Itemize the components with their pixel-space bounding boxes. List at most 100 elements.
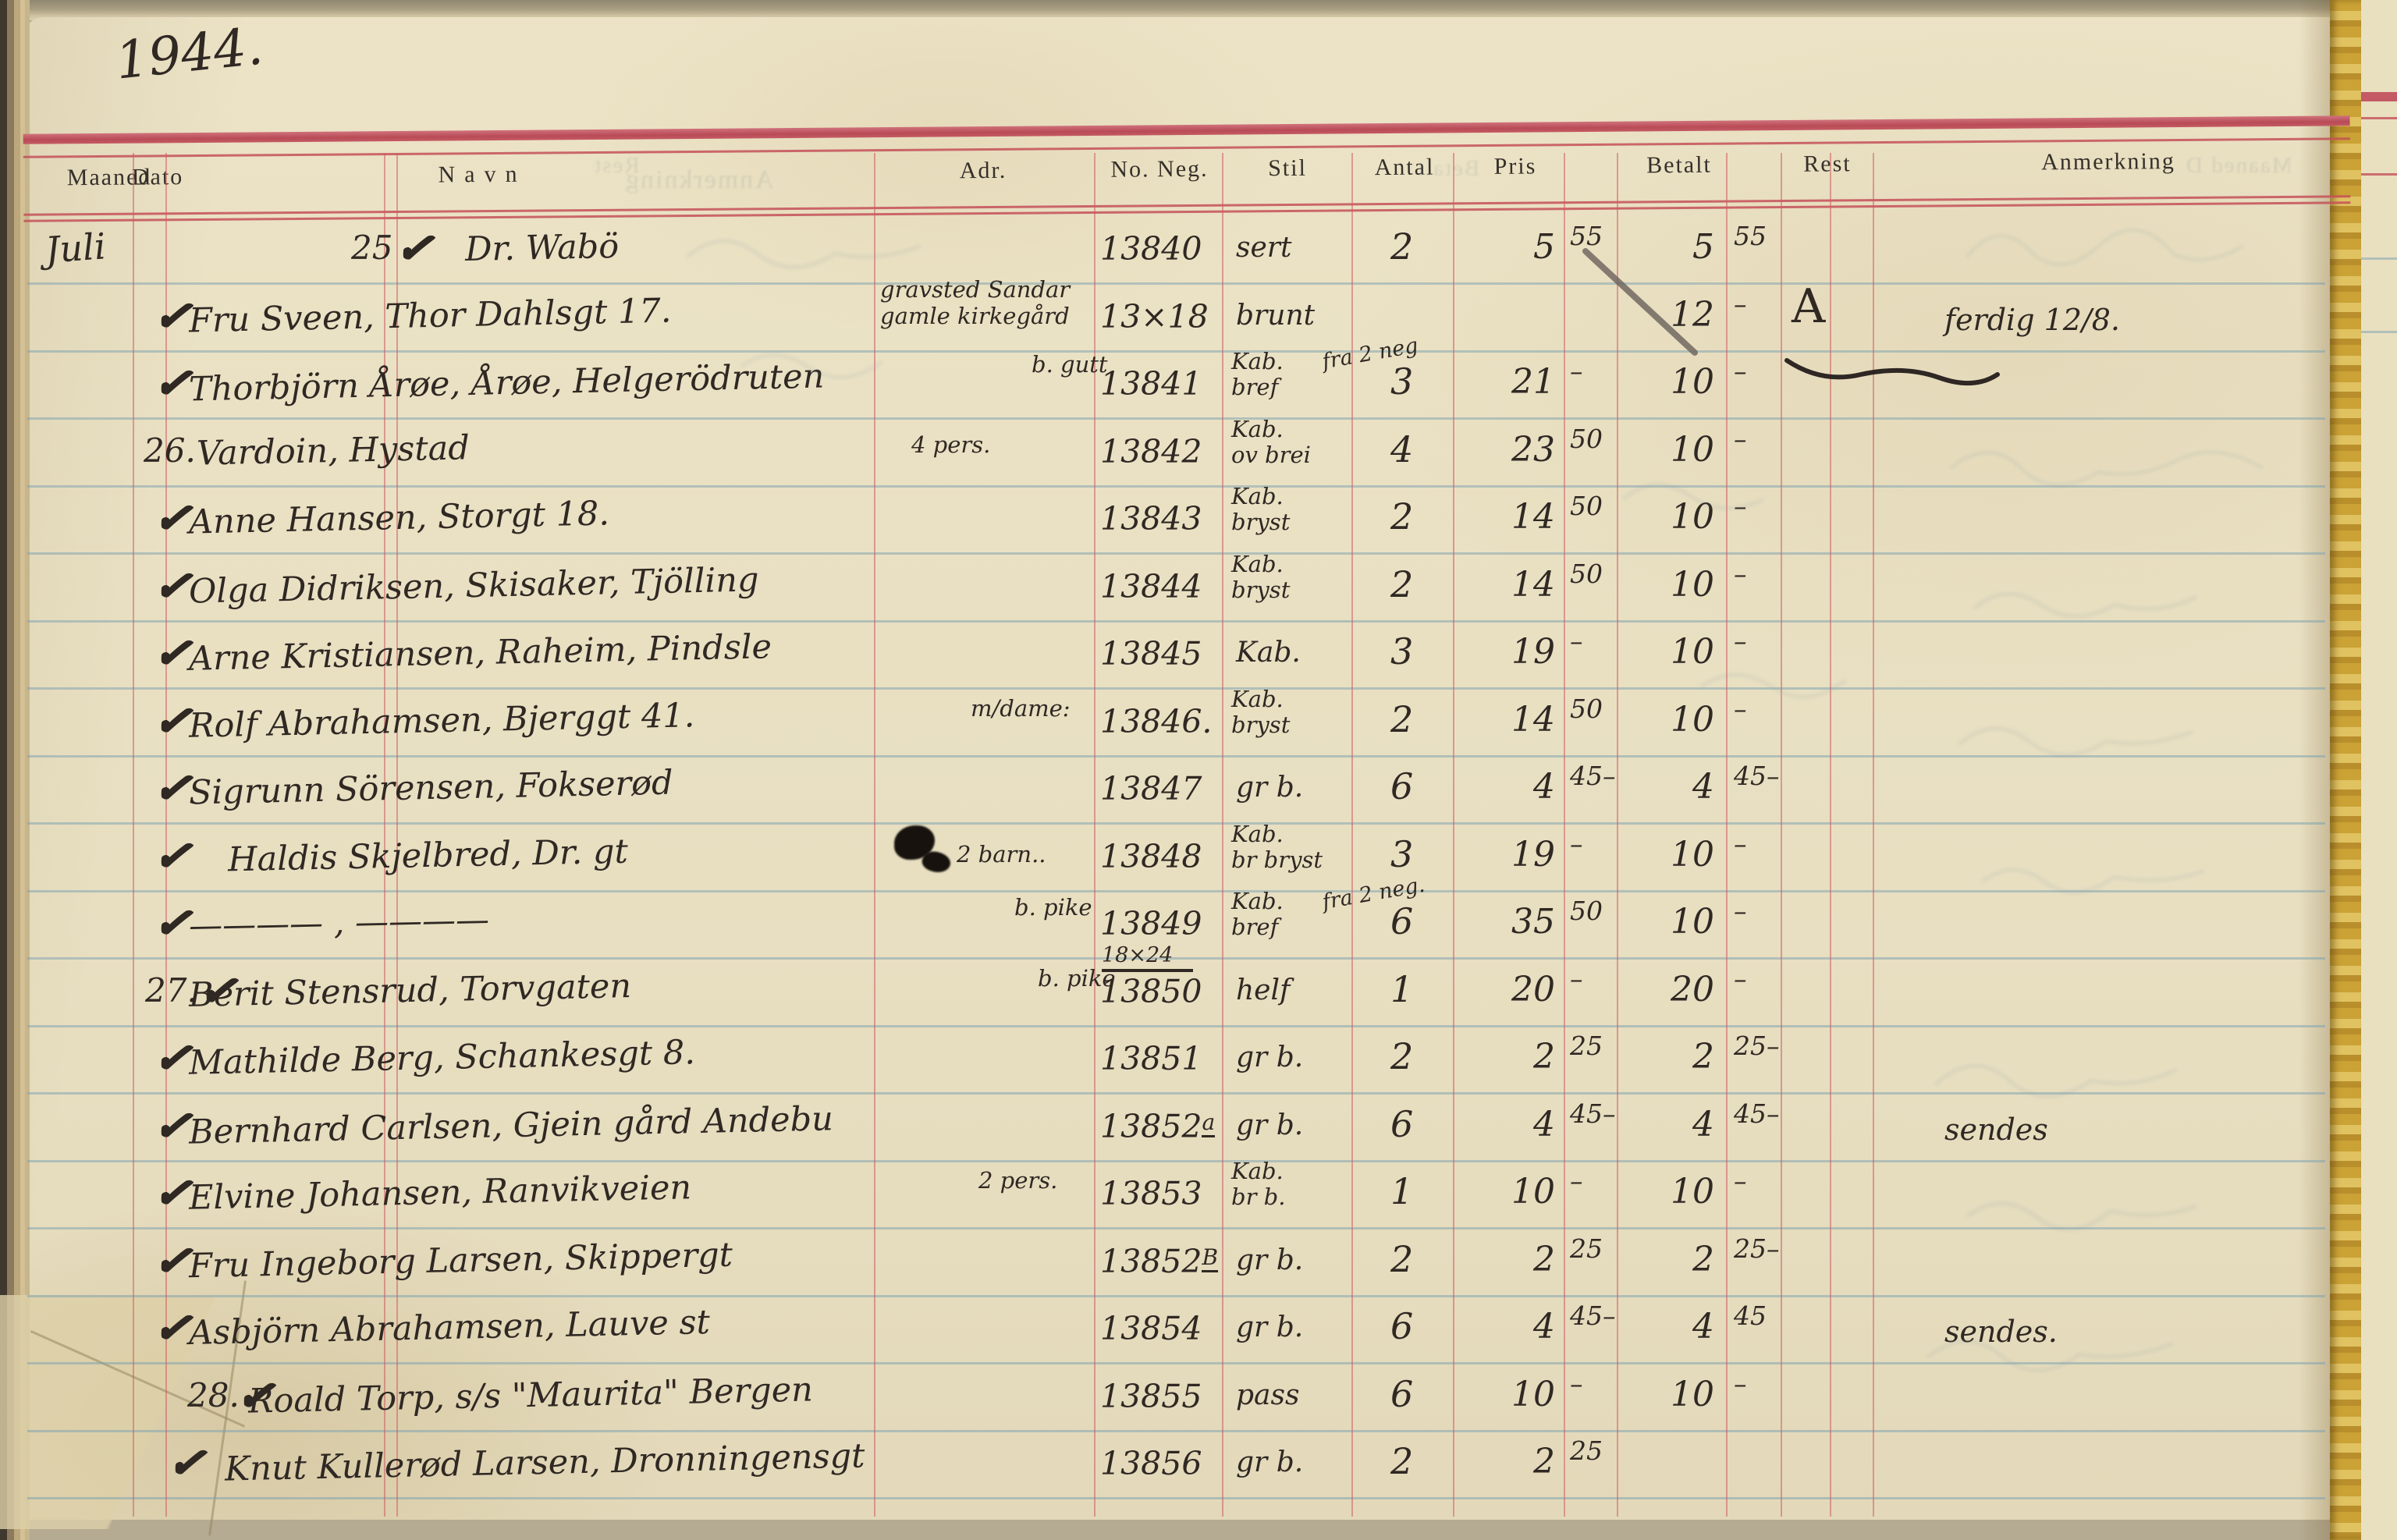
book-binding-edge xyxy=(0,0,30,1540)
check-mark: ✓ xyxy=(150,353,194,411)
blue-rule xyxy=(27,484,2325,488)
cell-pris-kr: 4 xyxy=(1533,1307,1555,1347)
cell-pris-ore: 25 xyxy=(1570,1435,1603,1466)
check-mark: ✓ xyxy=(150,1231,194,1288)
blue-rule xyxy=(27,282,2325,285)
cell-pris-ore: 25 xyxy=(1570,1031,1603,1061)
col-header-adr: Adr. xyxy=(959,157,1007,184)
red-column-rule xyxy=(1781,153,1782,1517)
cell-no-neg: 13848 xyxy=(1100,837,1202,875)
cell-betalt-kr: 4 xyxy=(1692,1104,1714,1144)
cell-betalt-kr: 10 xyxy=(1671,497,1714,537)
ledger-paper xyxy=(23,17,2330,1520)
cell-navn: ———— , ———— xyxy=(188,900,490,946)
book-top-edge xyxy=(0,0,2397,20)
next-page-red-line xyxy=(2361,173,2397,176)
cell-adr-note: gamle kirkegård xyxy=(880,302,1070,329)
cell-betalt-ore: 45– xyxy=(1734,1098,1780,1129)
cell-dato: 25 xyxy=(351,229,393,267)
cell-antal: 6 xyxy=(1390,1102,1414,1145)
cell-pris-kr: 19 xyxy=(1511,632,1555,672)
cell-betalt-ore: 25– xyxy=(1734,1233,1780,1264)
cell-betalt-kr: 10 xyxy=(1671,564,1714,605)
blue-rule xyxy=(27,619,2325,623)
cell-no-neg: 13842 xyxy=(1100,432,1202,470)
cell-anmerkning: ferdig 12/8. xyxy=(1944,302,2121,337)
red-column-rule xyxy=(1564,153,1565,1517)
blue-rule xyxy=(27,350,2325,353)
cell-pris-ore: – xyxy=(1570,1368,1583,1399)
page-corner-fold xyxy=(0,1295,281,1529)
cell-betalt-ore: – xyxy=(1734,356,1747,386)
blue-rule xyxy=(27,1159,2325,1162)
red-column-rule xyxy=(1830,153,1831,1517)
cell-no-neg: 13854 xyxy=(1100,1310,1202,1347)
cell-stil: gr b. xyxy=(1236,1041,1304,1073)
blue-rule xyxy=(27,889,2325,892)
cell-pris-kr: 23 xyxy=(1511,429,1555,470)
next-page-blue-line xyxy=(2361,257,2397,260)
cell-betalt-kr: 10 xyxy=(1671,834,1714,875)
cell-no-neg: 13853 xyxy=(1100,1175,1202,1212)
cell-antal: 6 xyxy=(1390,1305,1414,1347)
cell-pris-ore: – xyxy=(1570,828,1583,859)
red-column-rule xyxy=(133,153,134,1517)
cell-adr-note: 2 barn.. xyxy=(957,840,1046,868)
cell-betalt-ore: 45 xyxy=(1734,1300,1767,1331)
cell-adr-note: b. gutt xyxy=(1032,351,1108,378)
col-header-anmerkning: Anmerkning xyxy=(2041,148,2175,176)
cell-betalt-kr: 10 xyxy=(1671,1374,1714,1414)
cell-betalt-kr: 10 xyxy=(1671,362,1714,402)
cell-betalt-ore: – xyxy=(1734,423,1747,454)
cell-rest-mark: A xyxy=(1792,279,1826,334)
cell-antal: 3 xyxy=(1390,832,1414,875)
cell-betalt-ore: – xyxy=(1734,1166,1747,1196)
check-mark: ✓ xyxy=(150,488,194,546)
next-page-red-line xyxy=(2361,117,2397,119)
cell-pris-ore: 45– xyxy=(1570,761,1616,791)
check-mark: ✓ xyxy=(150,623,194,681)
cell-stil-line1: Kab. xyxy=(1231,415,1284,442)
cell-stil: gr b. xyxy=(1236,772,1304,804)
cell-stil: brunt xyxy=(1236,299,1316,332)
cell-betalt-ore: – xyxy=(1734,896,1747,926)
cell-adr-note: 4 pers. xyxy=(911,431,991,458)
cell-adr-note: gravsted Sandar xyxy=(880,275,1071,303)
blue-rule xyxy=(27,1497,2325,1499)
cell-betalt-ore: – xyxy=(1734,1368,1747,1399)
blue-rule xyxy=(27,1429,2325,1432)
cell-stil: gr b. xyxy=(1236,1109,1304,1141)
cell-no-neg: 13840 xyxy=(1100,230,1202,268)
cell-pris-kr: 2 xyxy=(1533,1037,1555,1077)
blue-rule xyxy=(27,754,2325,758)
cell-stil-line1: Kab. xyxy=(1231,1158,1284,1184)
check-mark: ✓ xyxy=(150,286,194,343)
cell-navn: Dr. Wabö xyxy=(464,226,620,270)
cell-antal: 6 xyxy=(1390,1372,1414,1415)
cell-stil: helf xyxy=(1236,974,1291,1006)
bleedthrough-maaned: Maaned D xyxy=(2185,153,2292,178)
cell-betalt-ore: – xyxy=(1734,828,1747,859)
col-header-no-neg: No. Neg. xyxy=(1110,155,1209,183)
cell-stil-line2: bref xyxy=(1231,914,1279,940)
cell-dato: 27. xyxy=(145,970,197,1010)
red-column-rule xyxy=(1726,153,1728,1517)
col-header-rest: Rest xyxy=(1803,151,1852,177)
cell-pris-kr: 21 xyxy=(1511,362,1555,402)
page-curl-shadow xyxy=(2299,0,2330,1540)
cell-betalt-kr: 10 xyxy=(1671,429,1714,470)
cell-pris-ore: 55 xyxy=(1570,221,1603,251)
check-mark: ✓ xyxy=(150,1096,194,1153)
col-header-dato: Dato xyxy=(131,164,184,190)
cell-pris-ore: – xyxy=(1570,963,1583,994)
cell-pris-ore: 45– xyxy=(1570,1300,1616,1331)
check-mark: ✓ xyxy=(392,218,436,276)
blue-rule xyxy=(27,1362,2325,1364)
cell-pris-ore: 50 xyxy=(1570,558,1603,589)
cell-no-neg: 13841 xyxy=(1100,365,1202,403)
cell-betalt-kr: 2 xyxy=(1692,1239,1714,1279)
cell-no-neg: 13846. xyxy=(1100,702,1213,740)
blue-rule xyxy=(27,417,2325,420)
cell-betalt-kr: 4 xyxy=(1692,767,1714,807)
